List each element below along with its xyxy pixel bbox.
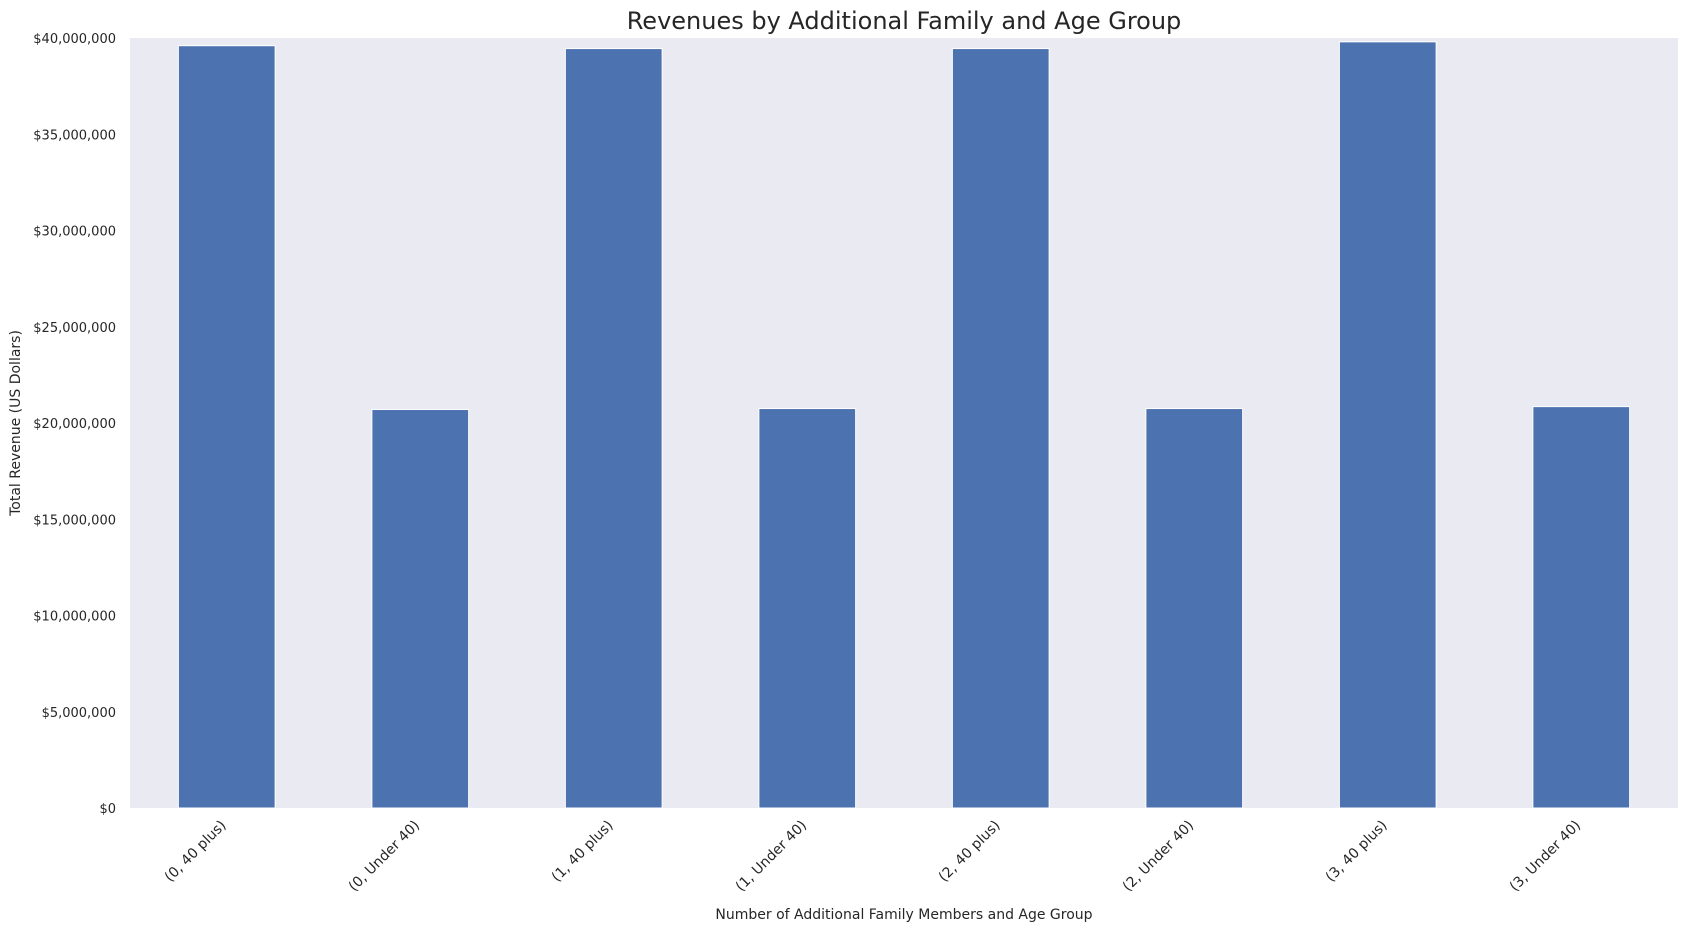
y-tick-label: $35,000,000 xyxy=(33,128,116,143)
bars-group xyxy=(177,41,1631,809)
y-tick-label: $20,000,000 xyxy=(33,417,116,432)
bar xyxy=(371,409,470,809)
y-tick-label: $30,000,000 xyxy=(33,225,116,240)
y-tick-label: $15,000,000 xyxy=(33,513,116,528)
y-axis-label: Total Revenue (US Dollars) xyxy=(8,330,24,517)
y-tick-label: $5,000,000 xyxy=(42,706,116,721)
x-axis-label: Number of Additional Family Members and … xyxy=(715,907,1092,923)
y-tick-label: $0 xyxy=(99,802,116,817)
bar xyxy=(758,408,857,809)
bar xyxy=(951,48,1050,809)
bar xyxy=(177,45,276,809)
y-tick-label: $25,000,000 xyxy=(33,321,116,336)
y-tick-label: $10,000,000 xyxy=(33,610,116,625)
bar xyxy=(1338,41,1437,809)
bar xyxy=(564,48,663,809)
bar xyxy=(1145,408,1244,809)
chart-title: Revenues by Additional Family and Age Gr… xyxy=(627,7,1182,35)
bar xyxy=(1532,406,1631,809)
y-tick-label: $40,000,000 xyxy=(33,32,116,47)
plot-area xyxy=(130,38,1678,808)
y-axis-ticks: $0 $5,000,000 $10,000,000 $15,000,000 $20,00… xyxy=(33,32,116,817)
